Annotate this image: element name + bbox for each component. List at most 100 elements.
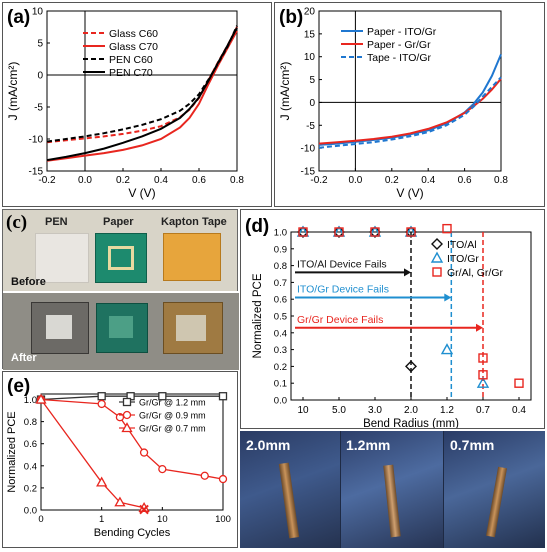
- legend-label: Gr/Gr @ 0.9 mm: [139, 411, 206, 421]
- data-point-square: [370, 227, 380, 237]
- data-point-square: [97, 392, 106, 401]
- data-point-triangle: [114, 496, 126, 507]
- fail-arrowhead: [404, 268, 411, 277]
- sample-pen-after: [31, 302, 89, 354]
- sample-kapton-after: [163, 302, 223, 354]
- x-tick-label: 0.0: [78, 175, 92, 186]
- data-point-square: [478, 370, 488, 380]
- label-before: Before: [11, 276, 46, 288]
- x-tick-label: 1.2: [440, 405, 454, 416]
- data-point-triangle: [476, 376, 490, 388]
- panel-label: (d): [245, 216, 269, 237]
- legend-label: PEN C60: [109, 54, 153, 66]
- y-tick-label: 0.4: [274, 328, 287, 339]
- y-tick-label: 5: [309, 75, 315, 86]
- plot-frame: [46, 10, 238, 172]
- sample-paper-before: [95, 233, 147, 283]
- series-line: [46, 30, 238, 162]
- chart-d: 1.0 0.9 0.8 0.7 0.6 0.5 0.4 0.3 0.2 0.1 0.0 10 5.0 3.…: [245, 216, 532, 430]
- plot-frame: [318, 10, 502, 172]
- sample-paper-after: [96, 303, 148, 353]
- y-axis-label: J (mA/cm²): [6, 62, 20, 121]
- y-tick-label: 0.2: [274, 362, 287, 373]
- y-tick-label: 0.8: [24, 417, 37, 428]
- data-point-square: [218, 392, 228, 401]
- legend-label: Tape - ITO/Gr: [367, 52, 431, 64]
- data-point-triangle: [35, 393, 47, 404]
- y-tick-label: -15: [29, 167, 44, 178]
- y-tick-label: 0.9: [274, 244, 287, 255]
- series-line: [318, 78, 502, 145]
- data-point-square: [334, 227, 344, 237]
- legend-label: Gr/Al, Gr/Gr: [447, 267, 504, 279]
- x-tick-label: 0.2: [116, 175, 130, 186]
- x-tick-label: 0.4: [421, 175, 435, 186]
- x-axis-label: Bend Radius (mm): [363, 418, 459, 428]
- x-tick-label: 0.4: [154, 175, 168, 186]
- data-point-triangle: [138, 501, 150, 512]
- photo-1-2mm: [341, 431, 443, 548]
- data-point-square: [122, 397, 132, 407]
- x-tick-label: 10: [157, 514, 168, 525]
- panel-b: -0.2 0.0 0.2 0.4 0.6 0.8 20 15 10 5 0 -5 -10 -15 V (V)…: [274, 2, 545, 207]
- photo-label-2mm: 2.0mm: [246, 437, 291, 453]
- series-line: [318, 54, 502, 146]
- data-point-square: [432, 267, 442, 277]
- series-line: [46, 27, 238, 162]
- y-tick-label: 0.3: [274, 345, 287, 356]
- x-tick-label: 0.6: [192, 175, 206, 186]
- legend-label: ITO/Al: [447, 239, 477, 251]
- y-tick-label: 1.0: [274, 228, 287, 239]
- panel-d: 1.0 0.9 0.8 0.7 0.6 0.5 0.4 0.3 0.2 0.1 0.0 10 5.0 3.…: [240, 209, 545, 430]
- x-tick-label: 0.4: [512, 405, 526, 416]
- y-tick-label: -5: [306, 121, 315, 132]
- y-tick-label: 0.6: [274, 295, 287, 306]
- legend-label: Paper - Gr/Gr: [367, 39, 431, 51]
- x-axis-label: Bending Cycles: [94, 527, 171, 539]
- y-axis-label: Normalized PCE: [252, 273, 264, 358]
- fail-arrowhead: [444, 293, 452, 302]
- x-tick-label: 0.2: [385, 175, 399, 186]
- x-tick-label: 0.7: [476, 405, 490, 416]
- legend-label: Glass C70: [109, 41, 158, 53]
- data-point-circle: [97, 399, 106, 409]
- y-tick-label: 20: [304, 7, 316, 18]
- header-pen: PEN: [45, 216, 68, 228]
- x-tick-label: 0.8: [494, 175, 508, 186]
- x-axis-label: V (V): [396, 186, 423, 200]
- y-axis-label: J (mA/cm²): [278, 62, 292, 121]
- y-tick-label: 0.0: [24, 506, 37, 517]
- y-tick-label: 0.4: [24, 461, 37, 472]
- y-tick-label: 10: [304, 52, 316, 63]
- x-tick-label: 2.0: [404, 405, 418, 416]
- x-tick-label: 1: [99, 514, 104, 525]
- y-tick-label: 0.5: [274, 312, 287, 323]
- panel-c: (c) PEN Paper Kapton Tape Before After: [2, 209, 239, 370]
- series-line: [318, 76, 502, 149]
- x-tick-label: 0.8: [230, 175, 244, 186]
- panel-e: 1.0 0.8 0.6 0.4 0.2 0.0 0 1 10 100 Bending Cycles N…: [2, 371, 238, 548]
- x-tick-label: 0.0: [348, 175, 362, 186]
- series-line: [40, 399, 145, 509]
- data-point-square: [298, 227, 308, 237]
- y-tick-label: -10: [29, 135, 44, 146]
- data-point-square: [478, 353, 488, 363]
- fail-label: Gr/Gr Device Fails: [297, 314, 383, 326]
- data-point-square: [442, 223, 452, 234]
- data-point-square: [406, 227, 416, 237]
- photo-0-7mm: [444, 431, 545, 548]
- chart-b: -0.2 0.0 0.2 0.4 0.6 0.8 20 15 10 5 0 -5 -10 -15 V (V)…: [278, 7, 508, 201]
- y-tick-label: 1.0: [24, 395, 37, 406]
- x-tick-label: -0.2: [38, 175, 56, 186]
- x-tick-label: 100: [215, 514, 231, 525]
- legend-label: Gr/Gr @ 1.2 mm: [139, 398, 206, 408]
- y-axis-label: Normalized PCE: [6, 411, 18, 492]
- data-point-triangle: [96, 476, 108, 487]
- data-point-diamond: [431, 238, 443, 250]
- y-tick-label: -5: [34, 103, 43, 114]
- y-tick-label: 0.2: [24, 483, 37, 494]
- legend-label: Gr/Gr @ 0.7 mm: [139, 424, 206, 434]
- x-tick-label: 0.6: [458, 175, 472, 186]
- data-point-diamond: [405, 360, 417, 373]
- fail-arrowhead: [476, 323, 483, 332]
